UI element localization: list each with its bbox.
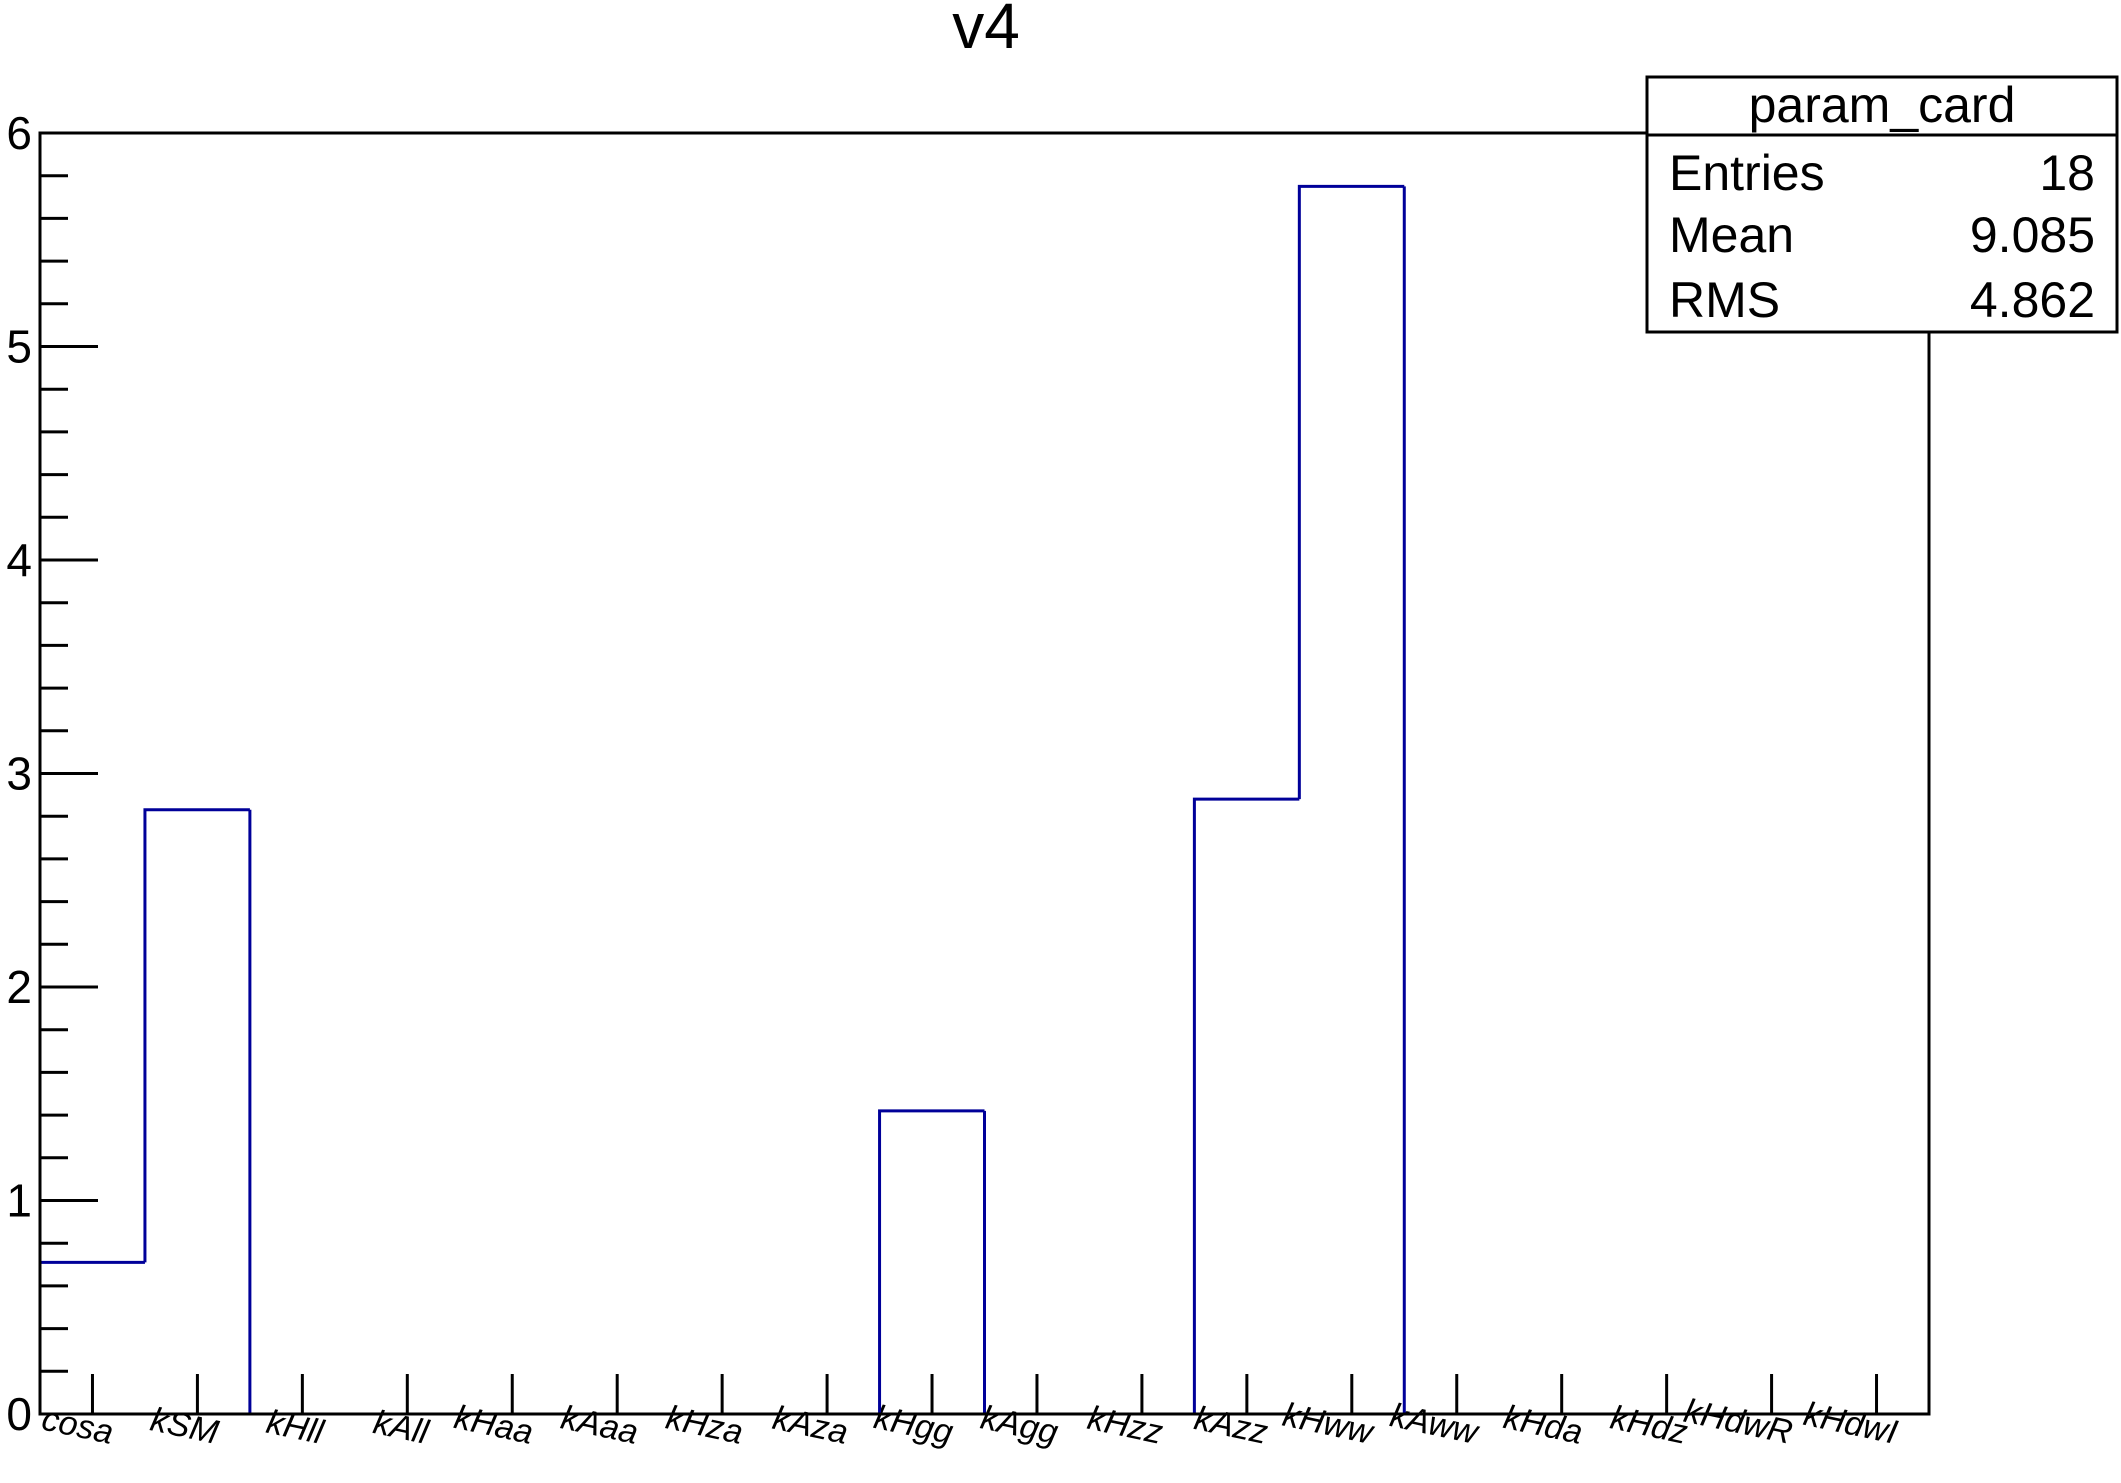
x-tick-label: kSM bbox=[147, 1401, 222, 1452]
x-tick-label: kHda bbox=[1500, 1398, 1586, 1452]
x-tick-label: kHdwI bbox=[1800, 1395, 1901, 1452]
x-tick-label: kHdwR bbox=[1681, 1392, 1796, 1452]
stats-mean-label: Mean bbox=[1669, 207, 1794, 263]
y-tick-label: 5 bbox=[6, 321, 32, 373]
y-tick-label: 4 bbox=[6, 534, 32, 586]
stats-entries-label: Entries bbox=[1669, 145, 1825, 201]
x-tick-label: cosa bbox=[39, 1400, 117, 1452]
x-tick-label: kAll bbox=[370, 1403, 433, 1452]
chart-title: v4 bbox=[952, 0, 1020, 62]
stats-box-name: param_card bbox=[1749, 77, 2016, 133]
stats-box: param_card Entries 18 Mean 9.085 RMS 4.8… bbox=[1645, 75, 2119, 334]
plot-frame-overlay bbox=[38, 131, 1931, 1416]
x-tick-label: kHgg bbox=[871, 1398, 957, 1452]
x-tick-label: kHzz bbox=[1084, 1399, 1166, 1452]
x-tick-label: kHdz bbox=[1607, 1399, 1691, 1452]
x-tick-label: kAzz bbox=[1191, 1399, 1271, 1451]
y-tick-label: 1 bbox=[6, 1175, 32, 1227]
stats-rms-label: RMS bbox=[1669, 272, 1780, 328]
histogram-bin bbox=[1402, 186, 1510, 1416]
stats-entries-value: 18 bbox=[2039, 145, 2095, 201]
y-tick-label: 0 bbox=[6, 1388, 32, 1440]
x-tick-label: kHww bbox=[1279, 1396, 1378, 1453]
histogram-bin bbox=[878, 1109, 985, 1414]
histogram-bin bbox=[1297, 184, 1405, 800]
y-tick-label: 2 bbox=[6, 961, 32, 1013]
histogram-bin bbox=[248, 809, 355, 1416]
x-tick-label: kHza bbox=[663, 1399, 747, 1452]
x-tick-label: kAza bbox=[769, 1399, 851, 1452]
stats-box-frame bbox=[1645, 75, 2119, 334]
stats-rms-value: 4.862 bbox=[1970, 272, 2095, 328]
x-tick-label: kHaa bbox=[451, 1398, 537, 1452]
x-tick-label: kAgg bbox=[978, 1399, 1062, 1452]
x-tick-label: kHll bbox=[263, 1403, 328, 1452]
histogram-bin bbox=[983, 1110, 1090, 1416]
y-tick-label: 6 bbox=[6, 107, 32, 159]
stats-mean-value: 9.085 bbox=[1970, 207, 2095, 263]
y-tick-label: 3 bbox=[6, 748, 32, 800]
x-tick-label: kAww bbox=[1387, 1396, 1484, 1452]
x-tick-label: kAaa bbox=[558, 1399, 642, 1452]
histogram-bin bbox=[143, 808, 250, 1263]
histogram-bin bbox=[1192, 797, 1300, 1414]
